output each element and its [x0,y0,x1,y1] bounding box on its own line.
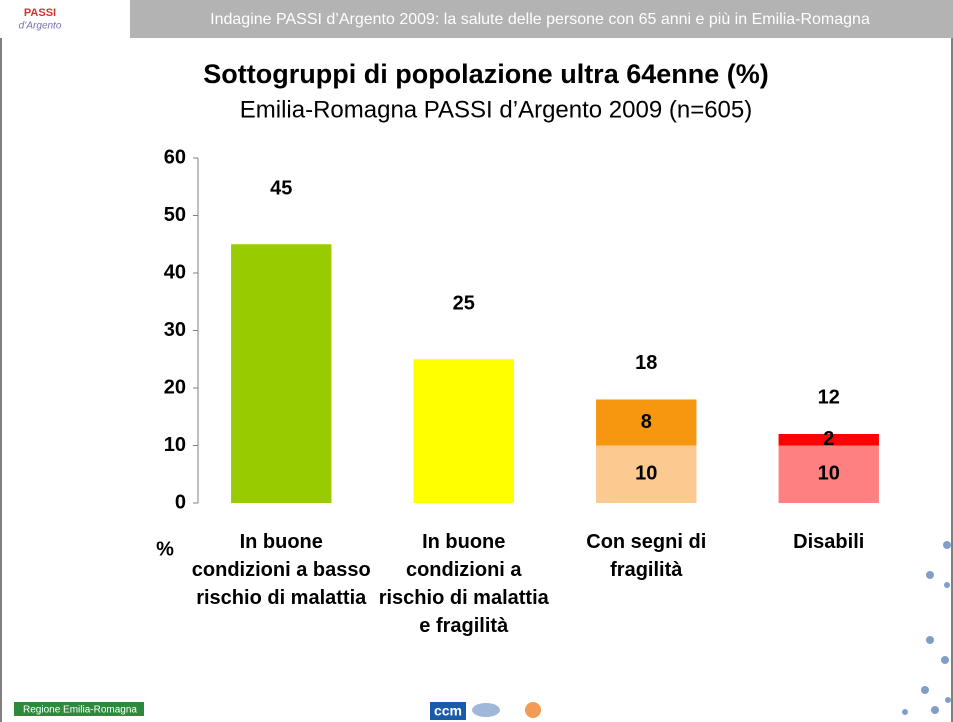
value-label: 8 [641,411,652,433]
logo-text: PASSI [24,7,56,19]
y-tick-label: 0 [175,491,186,513]
logo [525,702,541,718]
x-tick-label: Disabili [739,528,919,556]
header-text: Indagine PASSI d’Argento 2009: la salute… [210,11,870,28]
y-tick-label: 20 [164,376,186,398]
logo-area [0,0,130,38]
logo-text: d’Argento [19,21,62,32]
total-label: 12 [818,386,840,408]
logo-text: ccm [434,703,462,719]
y-tick-label: 10 [164,434,186,456]
y-tick-label: 50 [164,204,186,226]
x-tick-label: In buone condizioni a rischio di malatti… [374,528,554,640]
y-tick-label: 30 [164,319,186,341]
decoration [902,541,951,715]
value-label: 25 [453,293,475,315]
value-label: 2 [823,428,834,450]
chart-subtitle: Emilia-Romagna PASSI d’Argento 2009 (n=6… [240,96,753,123]
y-tick-label: 60 [164,146,186,168]
chart-title: Sottogruppi di popolazione ultra 64enne … [203,59,769,89]
logo [472,703,500,717]
value-label: 10 [818,463,840,485]
value-label: 10 [635,463,657,485]
y-axis-label: % [156,538,174,560]
slide: PASSI d’Argento Indagine PASSI d’Argento… [0,0,953,722]
bar-segment [414,359,514,503]
value-label: 45 [270,178,292,200]
bar-segment [231,244,331,503]
x-tick-label: In buone condizioni a basso rischio di m… [191,528,371,612]
x-tick-label: Con segni di fragilità [556,528,736,584]
y-tick-label: 40 [164,261,186,283]
total-label: 18 [635,352,657,374]
logo-text: Regione Emilia-Romagna [23,705,137,716]
